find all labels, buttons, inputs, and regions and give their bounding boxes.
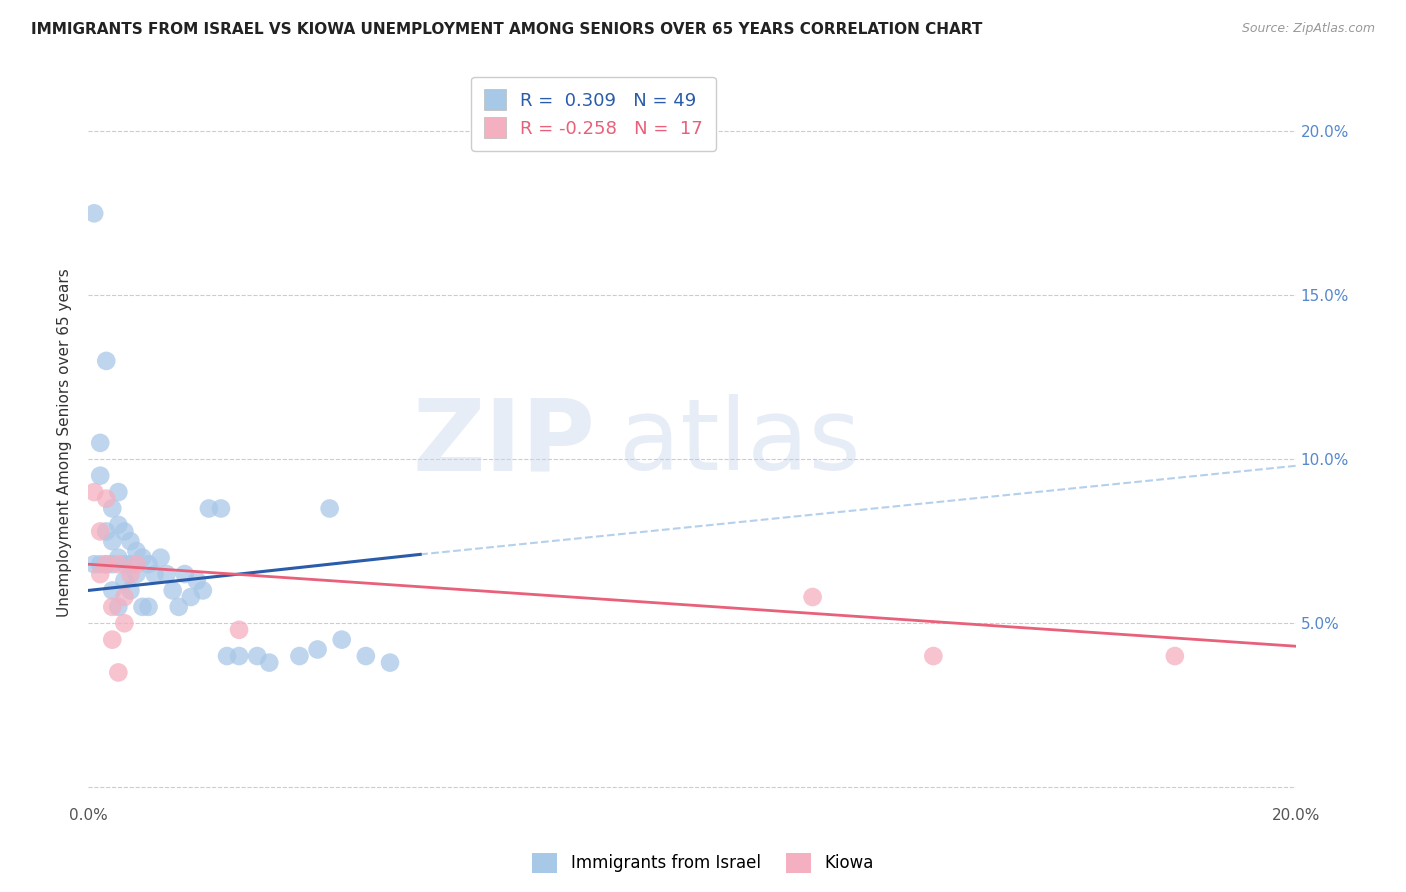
Point (156, 567, 179, 582)
Point (112, 616, 135, 631)
Text: atlas: atlas (620, 394, 860, 491)
Point (96, 491, 118, 506)
Point (89, 558, 111, 572)
Point (101, 583, 124, 598)
Point (246, 648, 269, 663)
Point (186, 574, 208, 588)
Point (191, 583, 214, 598)
Point (112, 574, 135, 588)
Legend: R =  0.309   N = 49, R = -0.258   N =  17: R = 0.309 N = 49, R = -0.258 N = 17 (471, 77, 716, 151)
Point (259, 656, 281, 670)
Point (120, 567, 142, 582)
Point (107, 517, 129, 532)
Point (89, 468, 111, 483)
Point (125, 567, 148, 582)
Point (101, 599, 124, 614)
Point (228, 623, 250, 637)
Point (107, 599, 129, 614)
Point (131, 550, 153, 565)
Point (96, 354, 118, 368)
Point (83, 206, 105, 220)
Point (1164, 648, 1187, 663)
Point (89, 567, 111, 582)
Point (125, 558, 148, 572)
Point (96, 558, 118, 572)
Point (112, 524, 135, 539)
Legend: Immigrants from Israel, Kiowa: Immigrants from Israel, Kiowa (526, 847, 880, 880)
Point (112, 590, 135, 604)
Point (96, 558, 118, 572)
Text: IMMIGRANTS FROM ISRAEL VS KIOWA UNEMPLOYMENT AMONG SENIORS OVER 65 YEARS CORRELA: IMMIGRANTS FROM ISRAEL VS KIOWA UNEMPLOY… (31, 22, 983, 37)
Point (120, 583, 142, 598)
Point (120, 534, 142, 549)
Point (354, 648, 377, 663)
Point (101, 558, 124, 572)
Point (143, 567, 166, 582)
Point (83, 558, 105, 572)
Point (162, 583, 184, 598)
Point (101, 632, 124, 647)
Point (173, 567, 195, 582)
Point (149, 550, 172, 565)
Point (120, 558, 142, 572)
Point (198, 501, 221, 516)
Point (83, 485, 105, 500)
Point (228, 648, 250, 663)
Point (922, 648, 945, 663)
Text: ZIP: ZIP (412, 394, 595, 491)
Point (801, 590, 824, 604)
Point (101, 534, 124, 549)
Point (378, 656, 401, 670)
Point (209, 501, 232, 516)
Point (330, 632, 353, 647)
Point (101, 501, 124, 516)
Point (89, 436, 111, 450)
Point (107, 665, 129, 680)
Y-axis label: Unemployment Among Seniors over 65 years: Unemployment Among Seniors over 65 years (58, 268, 72, 617)
Point (131, 599, 153, 614)
Text: Source: ZipAtlas.com: Source: ZipAtlas.com (1241, 22, 1375, 36)
Point (125, 544, 148, 558)
Point (96, 524, 118, 539)
Point (167, 599, 190, 614)
Point (307, 642, 329, 657)
Point (318, 501, 340, 516)
Point (107, 485, 129, 500)
Point (180, 590, 202, 604)
Point (112, 558, 135, 572)
Point (215, 648, 238, 663)
Point (288, 648, 311, 663)
Point (138, 599, 160, 614)
Point (89, 524, 111, 539)
Point (107, 558, 129, 572)
Point (138, 558, 160, 572)
Point (107, 550, 129, 565)
